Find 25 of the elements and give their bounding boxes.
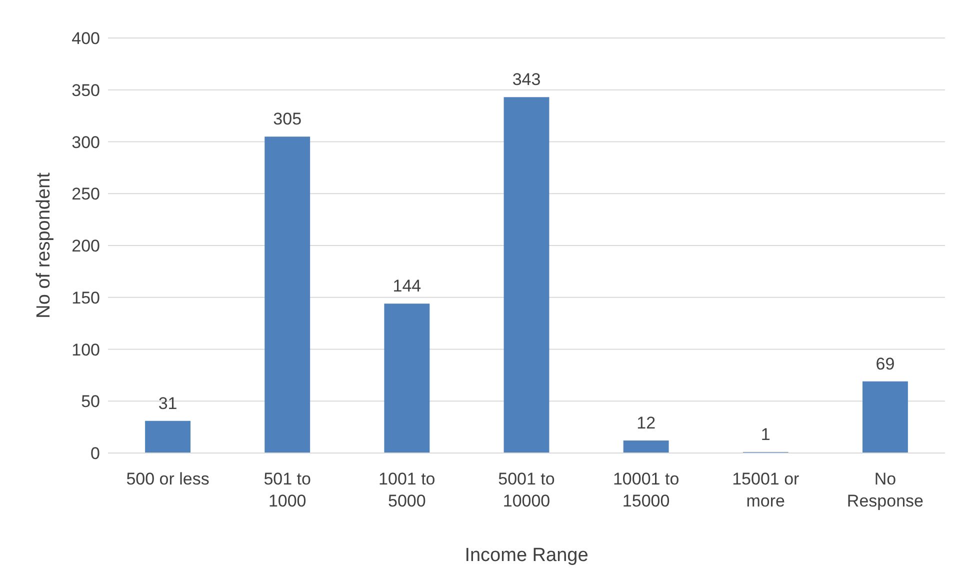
data-label: 31 (158, 394, 178, 413)
x-tick-label: 1001 to 5000 (378, 469, 436, 510)
y-tick-label: 100 (72, 340, 100, 360)
y-tick-label: 200 (72, 236, 100, 256)
x-tick-label: No Response (846, 469, 924, 510)
x-tick-label: 5001 to 10000 (498, 469, 555, 510)
y-tick-label: 400 (72, 29, 100, 48)
data-label: 69 (876, 354, 895, 374)
y-tick-label: 150 (72, 288, 100, 308)
y-axis-title: No of respondent (34, 172, 55, 318)
y-tick-label: 300 (72, 132, 100, 152)
data-label: 1 (760, 424, 770, 444)
data-label: 343 (512, 70, 541, 90)
data-label: 12 (636, 414, 656, 433)
data-label: 144 (392, 276, 422, 296)
x-axis-title: Income Range (464, 545, 588, 566)
y-tick-label: 250 (72, 184, 100, 204)
data-label: 305 (273, 110, 302, 129)
y-tick-label: 350 (72, 80, 100, 100)
x-tick-label: 501 to 1000 (264, 469, 311, 510)
y-tick-label: 0 (90, 444, 100, 464)
x-tick-label: 10001 to 15000 (612, 469, 680, 510)
x-tick-label: 500 or less (126, 469, 210, 488)
x-tick-label: 15001 or more (732, 469, 800, 510)
y-tick-label: 50 (81, 392, 100, 412)
